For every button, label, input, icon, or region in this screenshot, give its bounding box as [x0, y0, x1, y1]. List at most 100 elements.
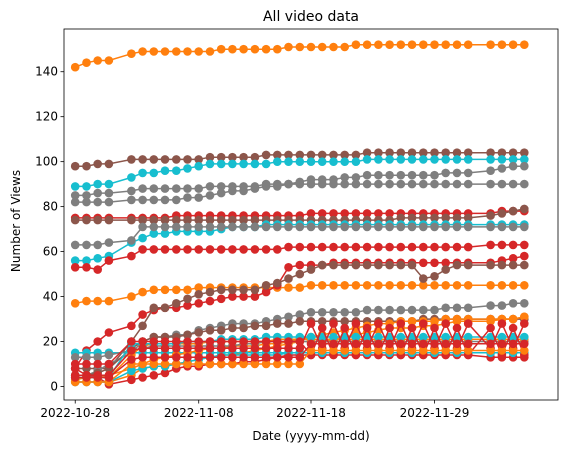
data-point	[306, 308, 316, 317]
data-point	[261, 281, 271, 290]
data-point	[340, 222, 350, 232]
data-point	[520, 251, 529, 261]
y-tick-label: 100	[35, 155, 58, 169]
data-point	[508, 339, 518, 349]
data-point	[362, 339, 372, 349]
data-point	[104, 238, 114, 247]
data-point	[407, 222, 417, 232]
data-point	[362, 179, 372, 189]
data-point	[70, 182, 80, 191]
data-point	[228, 285, 237, 295]
data-point	[419, 346, 428, 355]
data-point	[216, 44, 226, 54]
data-point	[317, 317, 327, 326]
data-point	[452, 323, 462, 333]
data-point	[127, 355, 136, 364]
data-point	[407, 170, 417, 180]
data-point	[127, 186, 136, 196]
data-point	[486, 314, 495, 324]
data-point	[407, 242, 417, 252]
data-point	[520, 40, 529, 49]
data-point	[228, 245, 237, 254]
data-point	[396, 339, 406, 349]
data-point	[385, 339, 394, 349]
data-point	[261, 222, 271, 232]
data-point	[239, 215, 248, 225]
data-point	[138, 310, 147, 319]
data-point	[295, 337, 305, 346]
data-point	[351, 157, 361, 166]
data-point	[93, 56, 102, 65]
data-point	[82, 182, 91, 191]
data-point	[317, 323, 327, 333]
data-point	[441, 332, 451, 342]
data-point	[183, 245, 192, 254]
data-point	[284, 337, 293, 346]
y-tick-label: 40	[43, 290, 58, 304]
data-point	[329, 209, 338, 218]
data-point	[463, 260, 473, 270]
data-point	[138, 359, 147, 369]
data-point	[340, 157, 350, 166]
data-point	[194, 283, 203, 292]
data-point	[520, 148, 529, 157]
data-point	[138, 155, 147, 164]
data-point	[306, 242, 316, 252]
data-point	[520, 204, 529, 214]
data-point	[216, 245, 226, 254]
data-point	[82, 197, 91, 207]
data-point	[351, 209, 361, 218]
data-point	[149, 245, 159, 254]
data-point	[295, 353, 305, 362]
data-point	[463, 148, 473, 157]
data-point	[160, 353, 170, 362]
data-point	[160, 215, 170, 225]
data-point	[127, 251, 136, 261]
data-point	[508, 281, 518, 290]
data-point	[273, 150, 282, 160]
data-point	[149, 337, 159, 346]
data-point	[317, 242, 327, 252]
data-point	[340, 281, 350, 290]
data-point	[295, 157, 305, 166]
data-point	[396, 40, 406, 49]
data-point	[273, 337, 282, 346]
data-point	[160, 155, 170, 164]
data-point	[497, 339, 507, 349]
data-point	[250, 337, 260, 346]
data-point	[250, 245, 260, 254]
series-0	[70, 40, 529, 72]
data-point	[295, 242, 305, 252]
data-point	[149, 353, 159, 362]
data-point	[93, 265, 102, 274]
data-point	[70, 161, 80, 171]
data-point	[284, 312, 293, 322]
data-point	[419, 148, 428, 157]
data-point	[172, 245, 181, 254]
data-point	[205, 359, 215, 369]
data-point	[183, 155, 192, 164]
data-point	[295, 42, 305, 52]
data-point	[351, 319, 361, 328]
data-point	[385, 148, 394, 157]
data-point	[486, 155, 495, 164]
series-24	[70, 323, 529, 369]
data-point	[497, 222, 507, 232]
data-point	[317, 308, 327, 317]
data-point	[463, 40, 473, 49]
data-point	[93, 337, 102, 346]
data-point	[407, 40, 417, 49]
data-point	[194, 193, 203, 202]
data-point	[127, 292, 136, 301]
data-point	[273, 319, 282, 328]
data-point	[138, 168, 147, 178]
data-point	[205, 287, 215, 297]
data-point	[486, 148, 495, 157]
data-point	[351, 332, 361, 342]
x-tick-label: 2022-11-08	[164, 406, 234, 420]
data-point	[149, 195, 159, 205]
data-point	[452, 339, 462, 349]
data-point	[183, 353, 192, 362]
data-point	[205, 47, 215, 56]
data-point	[317, 339, 327, 349]
